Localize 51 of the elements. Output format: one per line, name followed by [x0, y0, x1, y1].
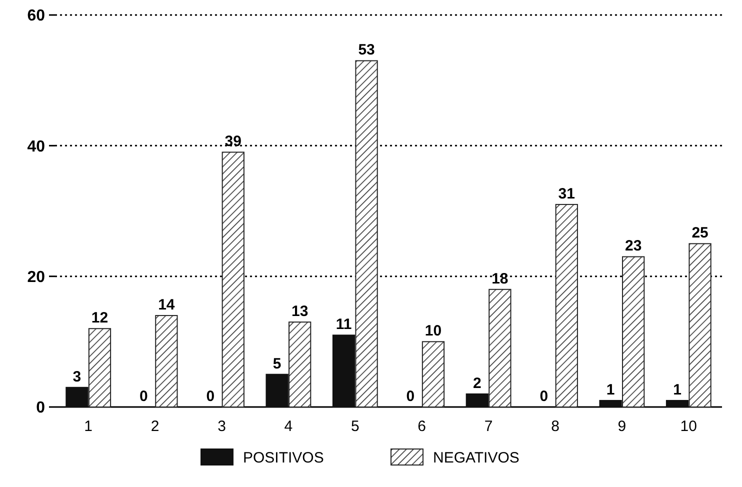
data-label: 25 [692, 224, 708, 242]
data-label: 11 [336, 316, 352, 334]
x-tick-label: 9 [618, 418, 626, 435]
data-label: 53 [358, 42, 375, 59]
bar [266, 374, 288, 408]
x-tick-label: 4 [284, 418, 293, 435]
data-label: 0 [406, 388, 415, 405]
data-label: 39 [224, 133, 242, 150]
legend-label: NEGATIVOS [433, 449, 520, 466]
x-tick-label: 5 [350, 418, 360, 435]
data-label: 1 [606, 381, 615, 398]
data-label: 2 [472, 374, 482, 392]
x-tick-label: 6 [418, 418, 426, 435]
bar [288, 322, 312, 408]
bar [488, 288, 512, 408]
data-label: 23 [624, 238, 642, 255]
bar [332, 334, 356, 408]
y-tick-label: 0 [36, 400, 46, 417]
data-label: 31 [558, 185, 575, 202]
data-label: 5 [272, 355, 282, 372]
bar [155, 315, 178, 408]
bar [88, 328, 112, 408]
bar [666, 400, 689, 408]
x-tick-label: 10 [680, 418, 697, 435]
data-label: 3 [72, 368, 82, 386]
data-label: 0 [540, 388, 548, 405]
bar [355, 60, 378, 408]
x-tick-label: 2 [150, 418, 160, 435]
x-tick-label: 7 [484, 418, 493, 435]
x-tick-label: 3 [218, 418, 226, 435]
bar [555, 204, 578, 408]
bar [222, 152, 244, 408]
bar [66, 386, 88, 408]
legend-label: POSITIVOS [243, 449, 324, 466]
bar [422, 341, 445, 408]
data-label: 14 [158, 296, 176, 314]
data-label: 0 [139, 388, 148, 405]
x-tick-label: 8 [551, 418, 560, 435]
y-tick-label: 40 [27, 138, 46, 156]
bar [466, 393, 488, 408]
data-label: 13 [291, 303, 308, 320]
y-tick-label: 60 [27, 8, 46, 25]
y-tick-label: 20 [27, 268, 46, 286]
x-tick-label: 1 [84, 418, 93, 435]
data-label: 1 [673, 381, 682, 398]
bar [688, 243, 712, 408]
bar [599, 400, 622, 408]
data-label: 10 [424, 322, 442, 340]
data-label: 12 [91, 310, 108, 327]
data-label: 0 [206, 388, 215, 405]
bar [622, 256, 645, 408]
